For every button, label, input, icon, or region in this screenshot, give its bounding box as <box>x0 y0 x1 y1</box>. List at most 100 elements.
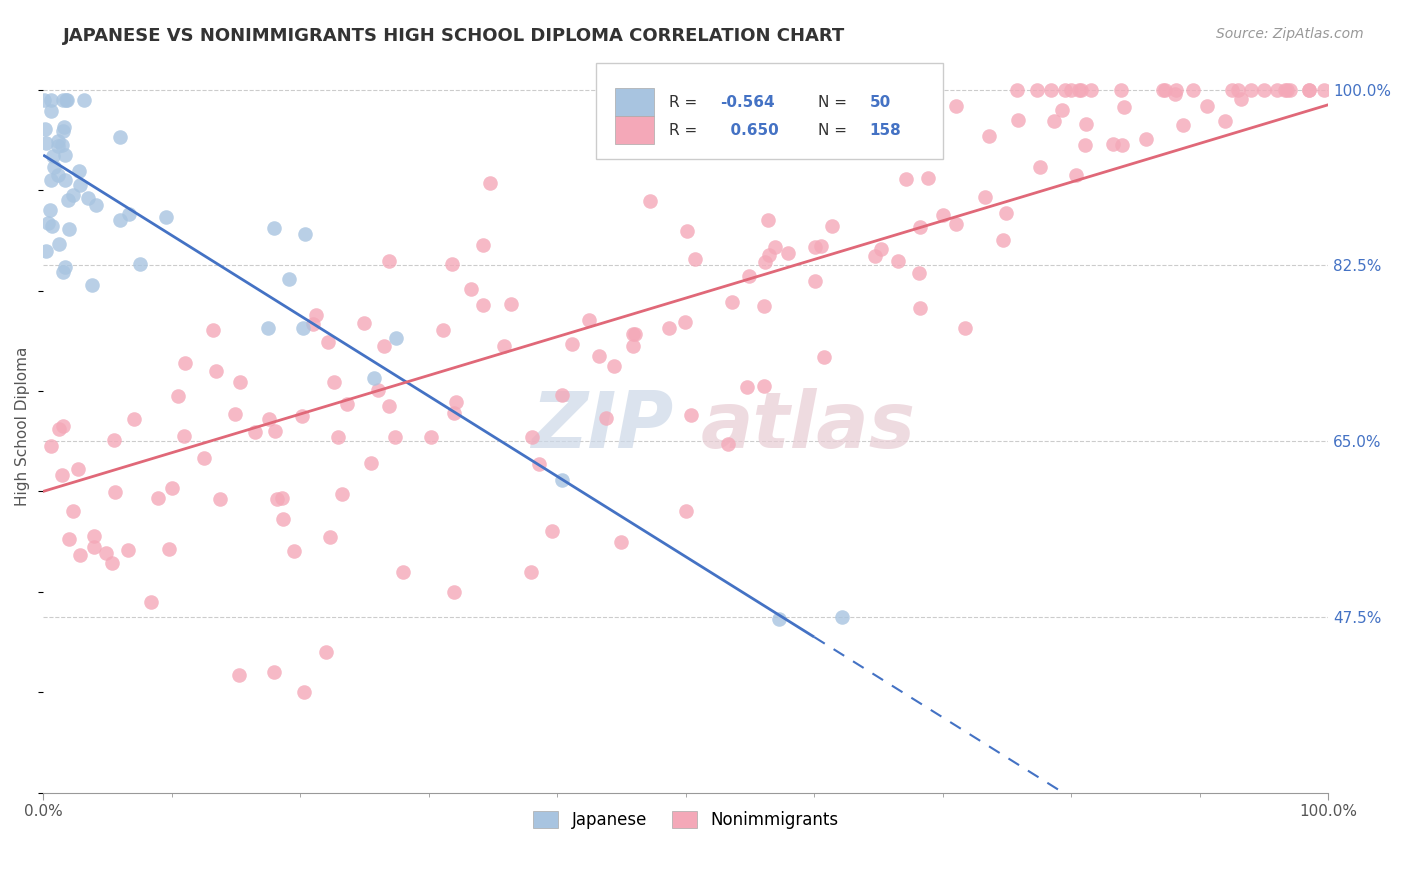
Point <box>1007 112 1029 127</box>
Point <box>499 297 522 311</box>
Point <box>602 359 624 374</box>
Point <box>209 491 232 506</box>
Point <box>623 326 645 341</box>
Point <box>94 546 117 560</box>
Point <box>292 321 315 335</box>
Point <box>117 542 139 557</box>
Text: N =: N = <box>818 95 852 110</box>
Point <box>302 317 325 331</box>
Point <box>443 584 465 599</box>
Text: R =: R = <box>669 95 702 110</box>
Point <box>1043 113 1066 128</box>
FancyBboxPatch shape <box>596 63 942 159</box>
Text: ZIP: ZIP <box>531 388 673 464</box>
Point <box>84 198 107 212</box>
Text: R =: R = <box>669 123 702 137</box>
Point <box>378 399 401 413</box>
Point <box>122 411 145 425</box>
Point <box>291 409 314 424</box>
Text: 50: 50 <box>869 95 890 110</box>
Point <box>103 434 125 448</box>
Point <box>685 252 707 267</box>
Point <box>756 213 779 227</box>
Point <box>360 456 382 470</box>
Point <box>55 93 77 107</box>
Point <box>53 120 76 135</box>
Point <box>1111 83 1133 97</box>
Point <box>384 430 406 444</box>
Point <box>243 425 266 440</box>
Point <box>283 543 305 558</box>
Point <box>1213 114 1236 128</box>
Point <box>34 136 56 151</box>
Point <box>752 299 775 313</box>
Point <box>46 134 69 148</box>
Point <box>193 451 215 466</box>
Point <box>46 139 69 153</box>
Point <box>804 239 827 253</box>
Point <box>173 429 195 443</box>
Point <box>945 99 967 113</box>
Point <box>110 212 132 227</box>
Point <box>1074 137 1097 152</box>
Point <box>37 216 59 230</box>
Point <box>479 176 502 190</box>
Point <box>908 301 931 315</box>
Point <box>1253 83 1275 97</box>
Point <box>803 274 825 288</box>
Point <box>1029 160 1052 174</box>
Point <box>1111 138 1133 153</box>
Point <box>908 266 931 280</box>
Point <box>821 219 844 233</box>
Point <box>1220 83 1243 97</box>
Point <box>1298 83 1320 97</box>
Point <box>1059 83 1081 97</box>
Point <box>294 227 316 242</box>
Point <box>621 339 644 353</box>
Point <box>322 375 344 389</box>
Point <box>494 339 516 353</box>
Point <box>681 408 703 422</box>
Point <box>377 253 399 268</box>
Point <box>58 532 80 546</box>
Point <box>266 491 288 506</box>
Point <box>39 173 62 187</box>
Point <box>748 108 770 122</box>
Legend: Japanese, Nonimmigrants: Japanese, Nonimmigrants <box>526 804 845 836</box>
Point <box>51 468 73 483</box>
Point <box>758 248 780 262</box>
Point <box>173 356 195 370</box>
Point <box>640 194 662 208</box>
Point <box>1197 99 1219 113</box>
Point <box>1227 83 1250 97</box>
Point <box>41 219 63 234</box>
Point <box>1102 137 1125 152</box>
Point <box>444 394 467 409</box>
Point <box>831 610 853 624</box>
Point <box>52 124 75 138</box>
Point <box>110 130 132 145</box>
Point <box>328 430 350 444</box>
Point <box>367 384 389 398</box>
Point <box>305 308 328 322</box>
Point <box>979 128 1001 143</box>
Point <box>67 164 90 178</box>
Point <box>56 93 79 107</box>
Point <box>1067 83 1090 97</box>
Point <box>1181 83 1204 97</box>
Point <box>353 316 375 330</box>
Point <box>32 93 55 107</box>
Point <box>1053 83 1076 97</box>
Point <box>101 556 124 570</box>
Point <box>1275 83 1298 97</box>
Point <box>257 321 280 335</box>
Point <box>35 244 58 258</box>
Point <box>157 541 180 556</box>
Point <box>104 485 127 500</box>
Point <box>1164 83 1187 97</box>
Point <box>1152 83 1174 97</box>
Point <box>83 529 105 543</box>
Point <box>1164 87 1187 102</box>
Point <box>363 371 385 385</box>
Point <box>578 313 600 327</box>
